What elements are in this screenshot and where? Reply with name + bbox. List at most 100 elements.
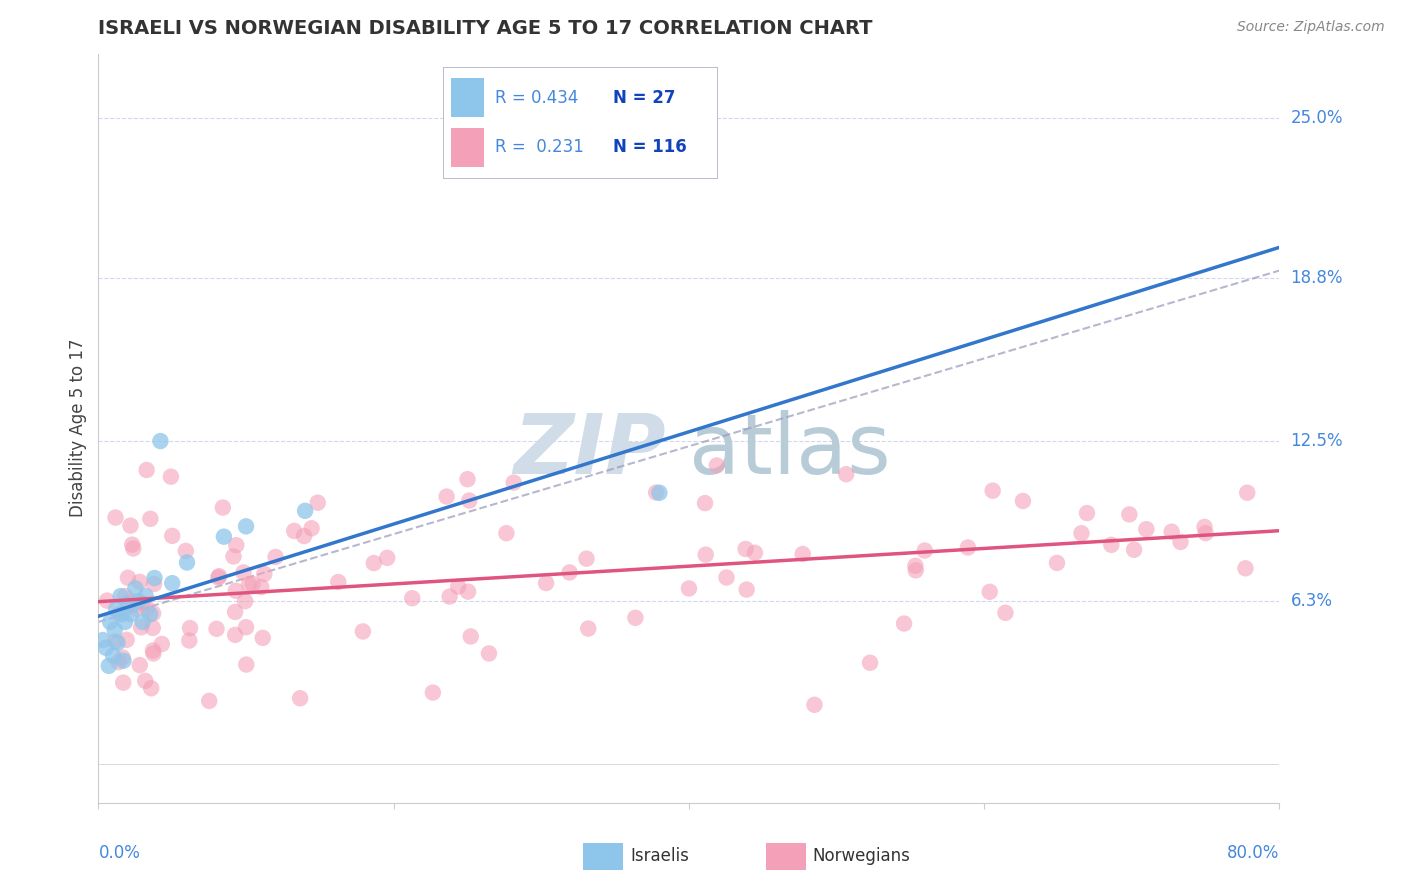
Point bbox=[224, 605, 246, 619]
Point bbox=[1236, 485, 1258, 500]
Point bbox=[104, 510, 127, 524]
Text: 6.3%: 6.3% bbox=[1291, 592, 1333, 610]
Point bbox=[576, 622, 599, 636]
Point bbox=[96, 593, 118, 607]
Point bbox=[436, 490, 458, 504]
Point bbox=[135, 589, 157, 603]
Point bbox=[904, 563, 927, 577]
Text: Source: ZipAtlas.com: Source: ZipAtlas.com bbox=[1237, 20, 1385, 34]
FancyBboxPatch shape bbox=[451, 128, 484, 168]
Point bbox=[107, 635, 129, 649]
Text: Israelis: Israelis bbox=[630, 847, 689, 865]
Point bbox=[141, 681, 163, 696]
Point bbox=[222, 549, 245, 564]
Point bbox=[1194, 520, 1216, 534]
Point bbox=[645, 485, 668, 500]
Point bbox=[447, 580, 470, 594]
Point bbox=[117, 571, 139, 585]
Point bbox=[124, 582, 146, 596]
Point bbox=[132, 615, 155, 629]
Point bbox=[91, 633, 114, 648]
Point bbox=[904, 558, 927, 573]
Text: ISRAELI VS NORWEGIAN DISABILITY AGE 5 TO 17 CORRELATION CHART: ISRAELI VS NORWEGIAN DISABILITY AGE 5 TO… bbox=[98, 19, 873, 38]
Point bbox=[211, 500, 233, 515]
Point bbox=[235, 657, 257, 672]
Text: atlas: atlas bbox=[689, 410, 890, 491]
Text: 25.0%: 25.0% bbox=[1291, 109, 1343, 128]
Point bbox=[288, 691, 311, 706]
Point bbox=[457, 472, 479, 486]
Point bbox=[233, 594, 256, 608]
Text: 18.8%: 18.8% bbox=[1291, 269, 1343, 287]
Point bbox=[114, 615, 136, 629]
Point bbox=[112, 675, 135, 690]
Point bbox=[363, 556, 385, 570]
Point bbox=[98, 615, 121, 629]
Point bbox=[307, 496, 329, 510]
Point bbox=[205, 622, 228, 636]
Point bbox=[114, 589, 136, 603]
Point bbox=[478, 647, 501, 661]
Point bbox=[127, 594, 149, 608]
Point bbox=[458, 493, 481, 508]
Point bbox=[979, 584, 1001, 599]
Point bbox=[115, 632, 138, 647]
Point bbox=[128, 574, 150, 589]
Point bbox=[135, 601, 157, 615]
Point bbox=[294, 504, 316, 518]
Point bbox=[121, 538, 143, 552]
Point bbox=[224, 628, 246, 642]
Point bbox=[129, 620, 152, 634]
Point bbox=[120, 594, 142, 608]
Point bbox=[139, 607, 162, 622]
Point bbox=[225, 538, 247, 552]
Point bbox=[1135, 522, 1157, 536]
Point bbox=[1194, 526, 1216, 541]
Point bbox=[994, 606, 1017, 620]
Point bbox=[103, 648, 125, 663]
Point bbox=[235, 620, 257, 634]
Point bbox=[502, 475, 524, 490]
Point bbox=[1160, 524, 1182, 539]
Point bbox=[235, 519, 257, 533]
Point bbox=[143, 577, 166, 591]
Point bbox=[143, 571, 166, 585]
Text: ZIP: ZIP bbox=[513, 410, 665, 491]
Point bbox=[125, 601, 148, 615]
Point bbox=[1046, 556, 1069, 570]
Point bbox=[207, 570, 229, 584]
Point bbox=[558, 566, 581, 580]
Point bbox=[212, 530, 235, 544]
Point bbox=[142, 607, 165, 621]
Point bbox=[1123, 542, 1146, 557]
Point bbox=[250, 580, 273, 594]
Point bbox=[179, 633, 201, 648]
Text: 12.5%: 12.5% bbox=[1291, 432, 1343, 450]
Point bbox=[104, 623, 127, 637]
Point bbox=[893, 616, 915, 631]
Point bbox=[1076, 506, 1098, 520]
Point bbox=[457, 584, 479, 599]
Text: 80.0%: 80.0% bbox=[1227, 845, 1279, 863]
Point bbox=[264, 549, 287, 564]
Point bbox=[134, 673, 156, 688]
Point bbox=[439, 590, 461, 604]
Text: R = 0.434: R = 0.434 bbox=[495, 89, 578, 107]
Point bbox=[162, 529, 183, 543]
Point bbox=[401, 591, 423, 606]
Text: N = 27: N = 27 bbox=[613, 89, 675, 107]
Point bbox=[624, 611, 647, 625]
Point bbox=[1118, 508, 1140, 522]
Y-axis label: Disability Age 5 to 17: Disability Age 5 to 17 bbox=[69, 339, 87, 517]
Point bbox=[716, 570, 738, 584]
Point bbox=[107, 607, 129, 621]
Point bbox=[252, 631, 274, 645]
Point bbox=[122, 541, 145, 556]
Point bbox=[174, 544, 197, 558]
Text: 0.0%: 0.0% bbox=[98, 845, 141, 863]
Point bbox=[292, 529, 315, 543]
Text: Norwegians: Norwegians bbox=[813, 847, 911, 865]
Point bbox=[744, 546, 766, 560]
Point bbox=[142, 643, 165, 657]
Point bbox=[198, 694, 221, 708]
